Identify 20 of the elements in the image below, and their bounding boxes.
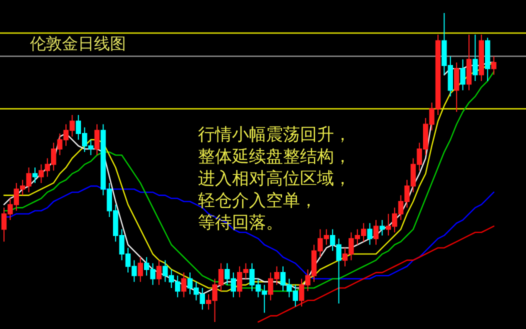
candlestick xyxy=(138,256,143,282)
text: 伦敦金日线图 xyxy=(30,34,126,53)
candlestick xyxy=(478,34,484,82)
candlestick xyxy=(373,220,379,246)
candlestick xyxy=(466,34,472,91)
annotation: 整体延续盘整结构， xyxy=(198,147,351,167)
candlestick xyxy=(380,220,385,236)
candlestick xyxy=(472,34,478,82)
annotation: 轻仓介入空单， xyxy=(198,191,317,211)
candlestick xyxy=(367,222,372,246)
annotation: 行情小幅震荡回升， xyxy=(198,125,351,145)
candlestick xyxy=(181,272,186,298)
candlestick xyxy=(454,62,460,112)
annotation: 进入相对高位区域， xyxy=(198,169,351,189)
candlestick xyxy=(460,58,466,91)
candlestick xyxy=(156,260,162,286)
candlestick xyxy=(32,167,38,184)
candlestick xyxy=(485,37,490,82)
candlestick xyxy=(94,124,100,156)
candlestick xyxy=(491,56,496,76)
